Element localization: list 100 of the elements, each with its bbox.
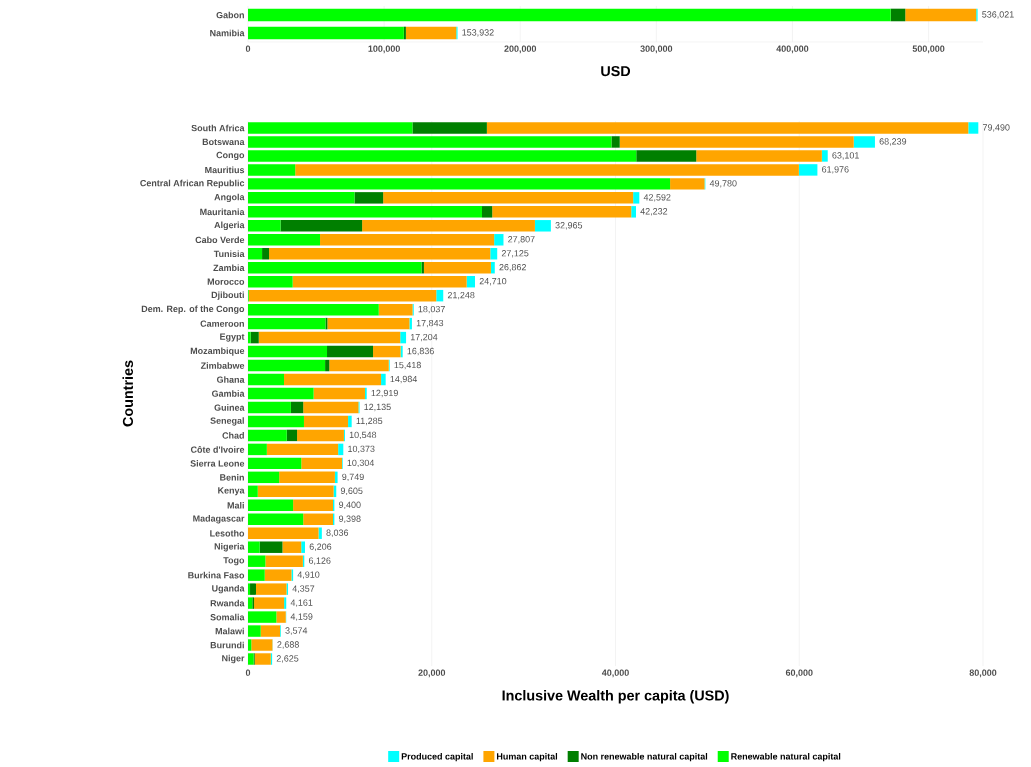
x-tick-label: 400,000 [776,45,809,54]
y-tick-label: Congo [216,151,245,161]
y-tick-label: Uganda [212,584,245,594]
y-tick-label: Nigeria [214,543,245,552]
y-tick-label: Angola [214,193,245,203]
x-tick-label: 200,000 [504,45,537,54]
x-tick-label: 100,000 [368,45,400,54]
total-label: 12,135 [364,403,391,412]
y-tick-label: Guinea [214,404,245,411]
total-label: 16,836 [407,347,434,356]
x-tick-label: 40,000 [601,669,629,678]
total-label: 3,574 [285,627,308,635]
total-label: 18,037 [418,305,445,314]
total-label: 10,548 [349,431,377,440]
y-tick-label: Tunisia [213,250,245,258]
total-label: 17,843 [416,319,444,328]
y-tick-label: Somalia [210,613,245,621]
x-tick-label: 0 [245,669,251,676]
x-tick-label: 60,000 [785,669,813,678]
legend-label: Renewable natural capital [731,753,841,762]
y-tick-label: Mali [227,501,244,509]
y-tick-label: Botswana [202,138,245,146]
total-label: 9,400 [338,501,361,509]
total-label: 9,605 [340,487,363,496]
y-tick-label: Cabo Verde [195,236,245,244]
y-axis-title: Countries [122,360,134,427]
y-tick-label: Benin [220,474,244,481]
total-label: 10,373 [348,445,375,454]
y-tick-label: South Africa [191,124,245,132]
y-tick-label: Ghana [216,376,245,383]
legend-label: Non renewable natural capital [581,753,708,762]
y-tick-label: Djibouti [211,291,244,300]
y-tick-label: Senegal [210,417,244,426]
total-label: 26,862 [499,264,526,272]
y-tick-label: Mauritania [200,208,245,216]
total-label: 12,919 [371,389,398,398]
total-label: 24,710 [479,277,507,286]
total-label: 11,285 [356,417,383,426]
total-label: 15,418 [394,361,421,370]
total-label: 14,984 [390,375,418,384]
y-tick-label: Namibia [210,29,245,37]
total-label: 6,206 [309,543,332,551]
total-label: 68,239 [879,138,907,146]
total-label: 9,749 [342,473,364,482]
total-label: 2,625 [276,655,299,663]
x-axis-title: USD [601,65,631,77]
y-tick-label: Dem. Rep. of the Congo [141,305,245,314]
total-label: 61,976 [822,166,849,174]
y-tick-label: Central African Republic [140,179,245,189]
total-label: 27,125 [501,250,529,258]
y-tick-label: Zambia [213,264,245,272]
legend-label: Produced capital [401,753,473,762]
total-label: 42,232 [640,208,668,216]
y-tick-label: Kenya [218,487,245,496]
total-label: 10,304 [347,459,375,468]
x-tick-label: 300,000 [640,45,673,54]
x-tick-label: 500,000 [912,45,945,54]
x-tick-label: 0 [245,45,251,52]
y-tick-label: Morocco [207,278,245,285]
x-tick-label: 80,000 [969,669,997,678]
total-label: 21,248 [447,291,475,300]
total-label: 6,126 [308,557,331,565]
y-tick-label: Malawi [215,627,244,635]
total-label: 63,101 [832,152,859,160]
y-tick-label: Niger [222,654,245,664]
y-tick-label: Sierra Leone [190,460,245,467]
total-label: 79,490 [982,124,1010,132]
total-label: 8,036 [326,529,349,537]
y-tick-label: Côte d'Ivoire [190,445,245,453]
y-tick-label: Gambia [211,390,245,397]
legend-label: Human capital [496,753,558,762]
y-tick-label: Zimbabwe [200,362,245,369]
total-label: 27,807 [508,236,535,244]
total-label: 2,688 [277,641,299,649]
total-label: 4,357 [292,585,315,593]
y-tick-label: Togo [223,557,245,566]
total-label: 4,159 [290,613,313,621]
y-tick-label: Mauritius [205,166,245,174]
total-label: 9,398 [338,515,361,523]
y-tick-label: Cameroon [200,320,244,327]
total-label: 42,592 [643,194,671,202]
y-tick-label: Madagascar [193,515,245,524]
total-label: 4,161 [290,599,313,607]
total-label: 49,780 [709,180,737,188]
total-label: 17,204 [410,333,438,342]
y-tick-label: Burundi [210,641,244,649]
total-label: 4,910 [297,571,320,579]
y-tick-label: Mozambique [190,347,245,356]
x-axis-title: Inclusive Wealth per capita (USD) [502,690,729,704]
total-label: 32,965 [555,222,583,230]
y-tick-label: Algeria [214,221,245,231]
y-tick-label: Lesotho [210,529,245,537]
y-tick-label: Rwanda [210,599,245,607]
total-label: 153,932 [462,29,494,37]
y-tick-label: Burkina Faso [188,571,245,579]
x-tick-label: 20,000 [418,669,446,678]
y-tick-label: Egypt [220,333,245,342]
y-tick-label: Chad [222,432,244,439]
y-tick-label: Gabon [216,11,244,19]
total-label: 536,021 [982,11,1014,19]
